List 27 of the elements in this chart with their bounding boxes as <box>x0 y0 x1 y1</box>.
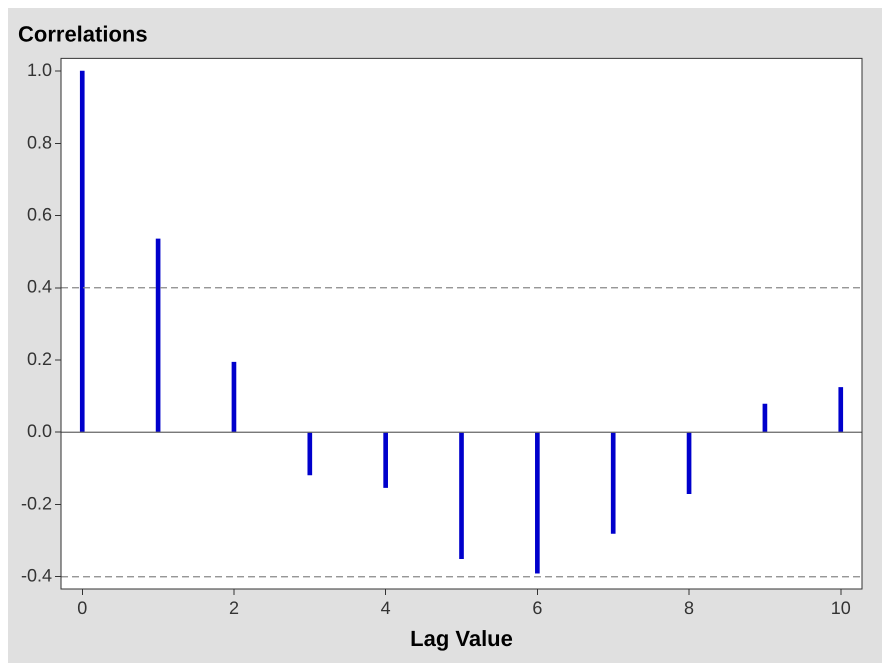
bar <box>156 238 160 432</box>
y-tick-label: 0.0 <box>26 421 52 442</box>
x-tick-label: 2 <box>228 598 239 618</box>
bar <box>535 432 540 574</box>
bar <box>232 362 236 432</box>
bar <box>610 432 616 534</box>
y-tick-label: 1.0 <box>26 60 52 80</box>
y-tick-label: 0.2 <box>26 348 52 369</box>
x-tick-label: 10 <box>830 598 851 618</box>
x-tick-label: 6 <box>532 598 542 618</box>
y-tick-label: -0.4 <box>20 566 52 586</box>
y-tick-label: 0.4 <box>26 276 52 297</box>
bar <box>80 70 85 432</box>
bar <box>686 432 692 494</box>
y-tick-label: 0.6 <box>26 204 52 224</box>
x-tick-label: 0 <box>77 598 88 618</box>
x-tick-label: 4 <box>380 598 391 618</box>
bar <box>307 432 312 476</box>
bar <box>383 432 388 488</box>
bar <box>459 432 464 559</box>
y-tick-label: -0.2 <box>20 493 52 514</box>
y-tick-label: 0.8 <box>26 132 52 152</box>
bar <box>838 387 844 432</box>
chart-title: Correlations <box>18 21 148 46</box>
x-axis-title: Lag Value <box>410 626 513 651</box>
bar <box>762 404 768 432</box>
x-tick-label: 8 <box>684 598 694 618</box>
